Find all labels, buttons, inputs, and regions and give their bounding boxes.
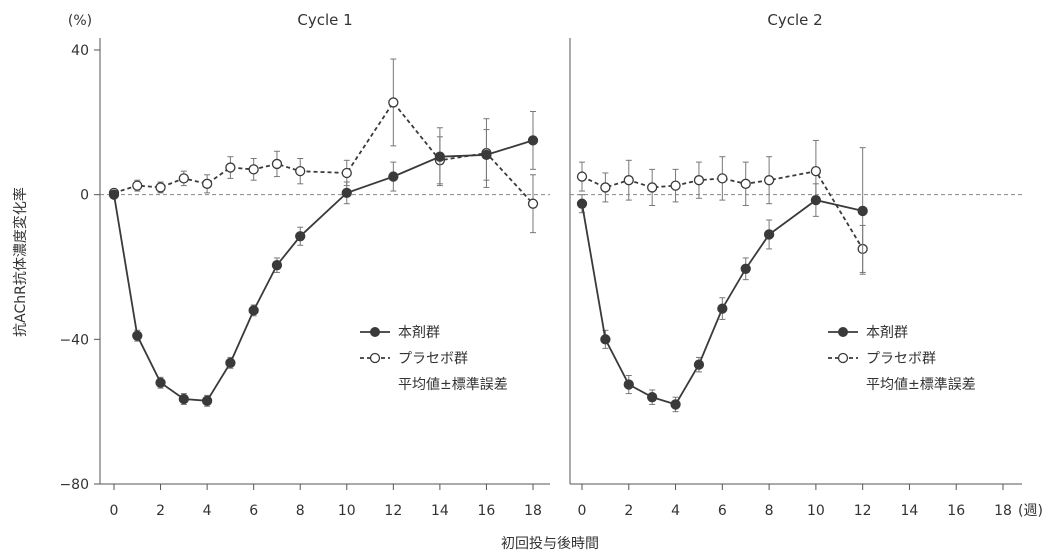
x-tick-label: 4	[671, 503, 680, 519]
legend-placebo-label: プラセボ群	[398, 351, 468, 367]
drug-data-point	[271, 260, 283, 271]
drug-data-point	[740, 263, 751, 274]
x-tick-label: 8	[765, 503, 774, 519]
x-tick-label: 12	[384, 503, 402, 519]
placebo-data-point	[248, 164, 259, 175]
legend-drug-label: 本剤群	[398, 325, 440, 341]
placebo-data-point	[670, 180, 681, 191]
y-unit-label: (%)	[68, 13, 92, 29]
drug-data-point	[763, 229, 775, 240]
drug-data-point	[434, 151, 446, 162]
x-tick-label: 16	[478, 503, 496, 519]
legend-placebo-marker	[837, 352, 849, 364]
placebo-data-point	[341, 167, 352, 179]
drug-data-point	[647, 392, 658, 403]
drug-data-point	[155, 377, 166, 388]
placebo-data-point	[717, 173, 728, 184]
panel-title-cycle-2: Cycle 2	[767, 11, 822, 29]
placebo-data-point	[155, 182, 166, 193]
placebo-data-point	[225, 162, 236, 173]
x-tick-label: 4	[203, 503, 212, 519]
x-tick-label: 18	[994, 503, 1012, 519]
drug-data-point	[717, 303, 728, 314]
drug-data-point	[857, 205, 868, 217]
drug-data-point	[108, 189, 120, 200]
placebo-series-line	[113, 100, 534, 205]
x-tick-label: 2	[624, 503, 633, 519]
drug-data-point	[132, 330, 143, 341]
x-tick-label: 2	[156, 503, 165, 519]
x-tick-label: 10	[338, 503, 356, 519]
placebo-data-point	[810, 166, 822, 177]
drug-data-point	[527, 135, 539, 146]
x-tick-label: 8	[296, 503, 305, 519]
drug-data-point	[693, 359, 705, 370]
drug-data-point	[225, 357, 236, 368]
drug-data-point	[248, 305, 259, 316]
drug-data-point	[388, 171, 399, 182]
drug-data-point	[576, 198, 588, 209]
legend-drug-label: 本剤群	[866, 325, 908, 341]
x-tick-label: 14	[901, 503, 919, 519]
legend-drug-marker	[838, 327, 848, 337]
placebo-data-point	[178, 173, 189, 184]
series-layer	[108, 58, 868, 413]
legend-note: 平均値±標準誤差	[398, 377, 508, 393]
drug-data-point	[600, 334, 611, 345]
y-tick-label: −40	[59, 332, 89, 348]
placebo-data-point	[576, 171, 588, 182]
placebo-data-point	[201, 178, 213, 189]
legend-placebo-marker	[369, 352, 381, 364]
panel-title-cycle-1: Cycle 1	[297, 11, 352, 29]
placebo-data-point	[527, 198, 539, 209]
placebo-data-point	[740, 178, 751, 189]
x-axis-label: 初回投与後時間	[501, 535, 599, 552]
placebo-data-point	[271, 158, 283, 170]
x-tick-label: 10	[807, 503, 825, 519]
placebo-data-point	[600, 182, 611, 193]
drug-data-point	[295, 231, 306, 242]
x-tick-label: 18	[524, 503, 542, 519]
placebo-data-point	[295, 166, 306, 177]
x-tick-label: 0	[110, 503, 119, 519]
placebo-data-point	[388, 97, 399, 108]
x-tick-label: 14	[431, 503, 449, 519]
axes-layer: 40 0 −40 −80 0 2 4 6 8 10 12 14 16 18 0 2 4 6 8 10 12 14 16 18	[59, 38, 1022, 519]
drug-data-point	[670, 399, 681, 410]
drug-data-point	[201, 395, 213, 406]
x-tick-label: 0	[578, 503, 587, 519]
drug-data-point	[178, 393, 189, 405]
y-axis-label: 抗AChR抗体濃度変化率	[12, 187, 29, 337]
y-tick-label: −80	[59, 477, 89, 493]
y-tick-label: 0	[80, 188, 89, 204]
x-unit-label: (週)	[1018, 503, 1043, 519]
drug-data-point	[810, 194, 822, 206]
drug-data-point	[623, 379, 634, 390]
placebo-data-point	[623, 175, 634, 186]
x-tick-label: 16	[947, 503, 965, 519]
drug-data-point	[341, 187, 352, 199]
placebo-data-point	[647, 182, 658, 193]
legend-drug-marker	[370, 327, 380, 337]
legend-placebo-label: プラセボ群	[866, 351, 936, 367]
x-tick-label: 6	[718, 503, 727, 519]
drug-data-point	[481, 149, 492, 161]
placebo-data-point	[763, 175, 775, 186]
y-tick-label: 40	[71, 43, 89, 59]
placebo-data-point	[693, 175, 705, 186]
drug-series-line	[113, 139, 534, 402]
legend-note: 平均値±標準誤差	[866, 377, 976, 393]
x-tick-label: 12	[854, 503, 872, 519]
placebo-data-point	[132, 180, 143, 191]
x-tick-label: 6	[249, 503, 258, 519]
